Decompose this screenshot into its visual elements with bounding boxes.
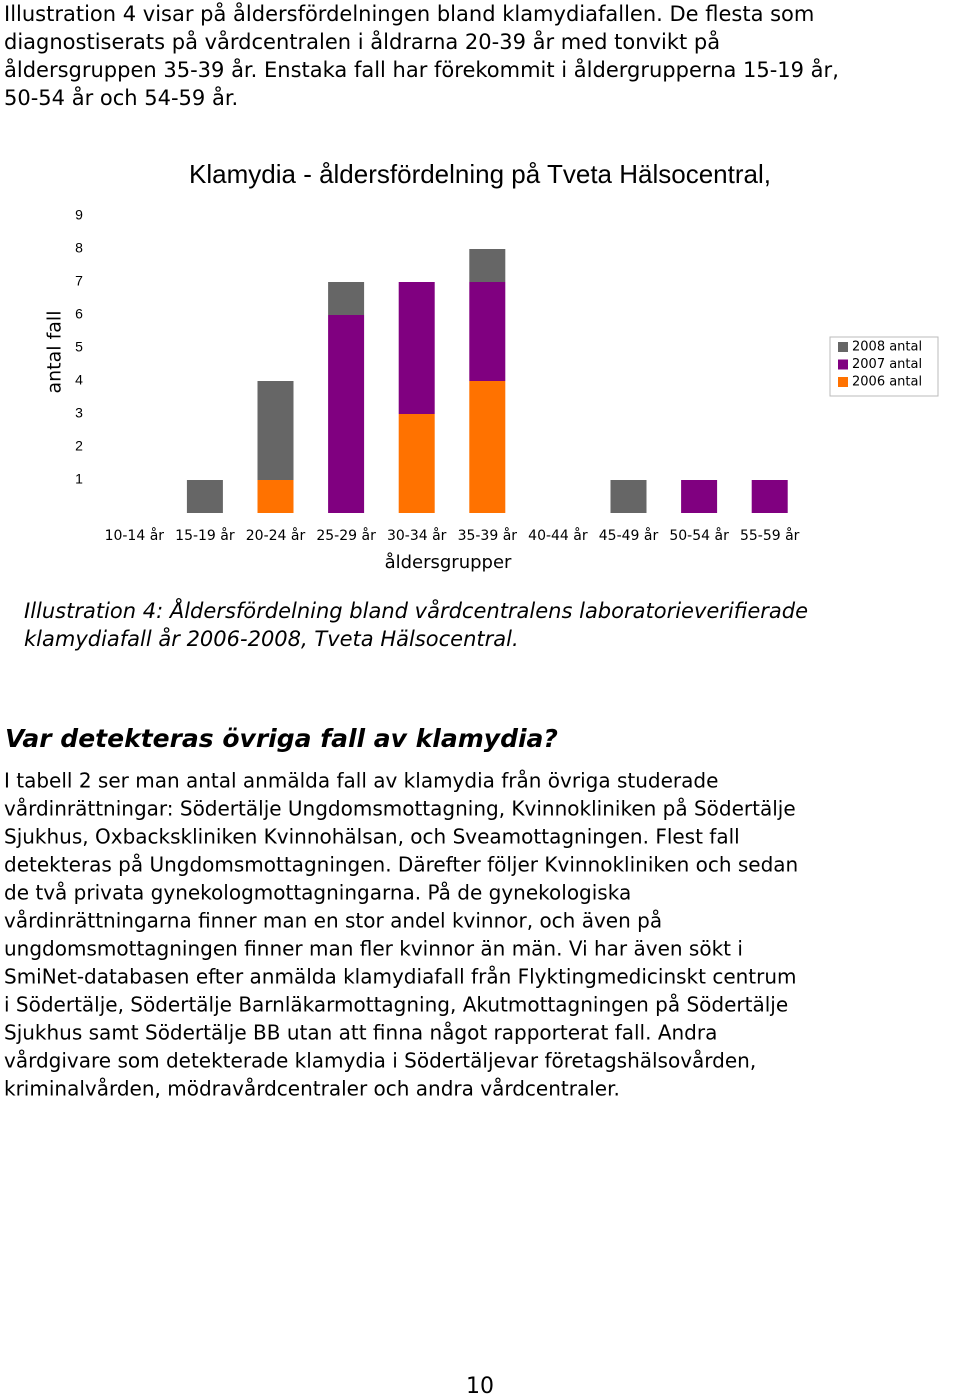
bar-segment <box>398 282 435 414</box>
body-line: ungdomsmottagningen finner man fler kvin… <box>4 937 743 961</box>
body-line: vårdinrättningarna finner man en stor an… <box>4 909 662 933</box>
heading: Var detekteras övriga fall av klamydia? <box>5 724 558 753</box>
body-line: de två privata gynekologmottagningarna. … <box>4 881 631 905</box>
bar-segment <box>398 414 435 513</box>
caption-line: Illustration 4: Åldersfördelning bland v… <box>24 597 808 623</box>
legend-swatch <box>838 359 848 370</box>
body-line: i Södertälje, Södertälje Barnläkarmottag… <box>4 993 788 1017</box>
x-tick-label: 20-24 år <box>246 527 306 544</box>
bar-segment <box>469 249 506 282</box>
bar-segment <box>469 381 506 513</box>
caption-line: klamydiafall år 2006-2008, Tveta Hälsoce… <box>24 626 519 651</box>
intro-line: Illustration 4 visar på åldersfördelning… <box>4 1 814 26</box>
x-tick-label: 50-54 år <box>669 527 729 544</box>
bar-segment <box>257 480 294 513</box>
x-tick-label: 40-44 år <box>528 527 588 544</box>
y-tick-label: 1 <box>75 471 83 487</box>
body-line: Sjukhus samt Södertälje BB utan att finn… <box>4 1021 717 1045</box>
intro-line: diagnostiserats på vårdcentralen i åldra… <box>4 29 720 54</box>
body-line: SmiNet-databasen efter anmälda klamydiaf… <box>4 965 797 989</box>
body-line: vårdinrättningar: Södertälje Ungdomsmott… <box>4 797 796 821</box>
y-axis-label: antal fall <box>44 311 66 394</box>
bar-segment <box>681 480 718 513</box>
bar-segment <box>610 480 647 513</box>
bar-segment <box>186 480 223 513</box>
y-tick-label: 8 <box>75 240 83 256</box>
x-tick-label: 30-34 år <box>387 527 447 544</box>
chart-title: Klamydia - åldersfördelning på Tveta Häl… <box>189 159 771 189</box>
x-axis-label: åldersgrupper <box>385 552 512 573</box>
body-line: kriminalvården, mödravårdcentraler och a… <box>4 1077 620 1101</box>
x-tick-label: 45-49 år <box>599 527 659 544</box>
body-line: detekteras på Ungdomsmottagningen. Däref… <box>4 853 798 877</box>
body-line: vårdgivare som detekterade klamydia i Sö… <box>4 1049 756 1073</box>
x-tick-label: 10-14 år <box>105 527 165 544</box>
legend-label: 2007 antal <box>852 357 922 372</box>
page-number: 10 <box>466 1374 494 1398</box>
legend-label: 2008 antal <box>852 340 922 355</box>
legend-label: 2006 antal <box>852 375 922 390</box>
y-tick-label: 2 <box>75 438 83 454</box>
y-tick-label: 4 <box>75 372 83 388</box>
bar-segment <box>751 480 788 513</box>
bar-segment <box>328 315 365 513</box>
y-tick-label: 5 <box>75 339 83 355</box>
y-tick-label: 7 <box>75 273 83 289</box>
y-tick-label: 9 <box>75 207 83 223</box>
intro-line: åldersgruppen 35-39 år. Enstaka fall har… <box>4 57 839 82</box>
x-tick-label: 15-19 år <box>175 527 235 544</box>
y-tick-label: 3 <box>75 405 83 421</box>
bar-segment <box>328 282 365 315</box>
body-line: Sjukhus, Oxbackskliniken Kvinnohälsan, o… <box>4 825 740 849</box>
x-tick-label: 35-39 år <box>458 527 518 544</box>
y-tick-label: 6 <box>75 306 83 322</box>
legend-swatch <box>838 342 848 352</box>
bar-segment <box>257 381 294 480</box>
intro-line: 50-54 år och 54-59 år. <box>4 85 238 110</box>
x-tick-label: 55-59 år <box>740 527 800 544</box>
x-tick-label: 25-29 år <box>316 527 376 544</box>
legend-swatch <box>838 377 848 387</box>
bar-segment <box>469 282 506 381</box>
body-line: I tabell 2 ser man antal anmälda fall av… <box>4 769 718 793</box>
